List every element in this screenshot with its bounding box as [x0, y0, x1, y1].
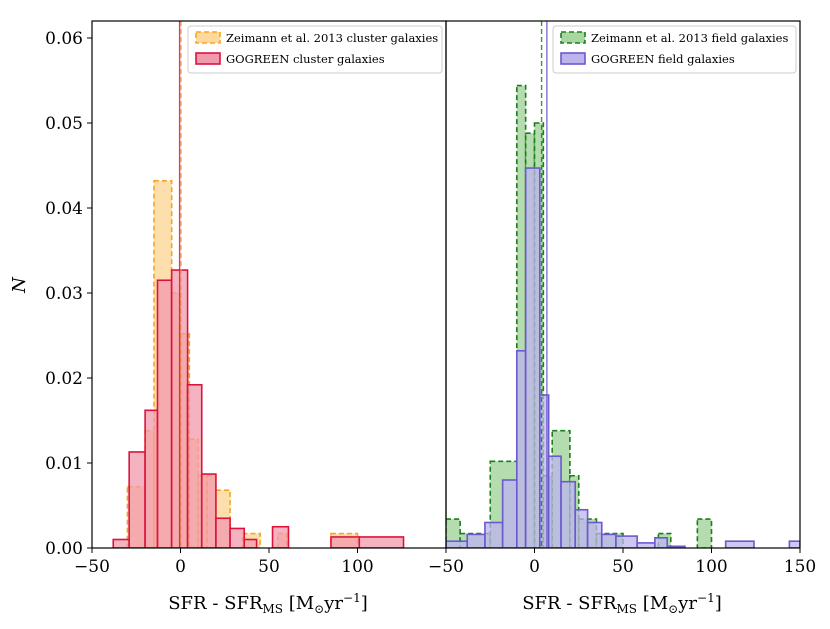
right-legend-label-zeimann: Zeimann et al. 2013 field galaxies	[591, 31, 788, 45]
right-x-axis-label: SFR - SFRMS [M⊙yr−1]	[522, 591, 722, 616]
left-ytick-label-4: 0.04	[45, 199, 83, 219]
left-series-1-bin-2	[144, 409, 159, 548]
right-series-1-bin-11	[600, 533, 617, 548]
left-ytick-label-2: 0.02	[45, 369, 83, 389]
left-series-1-bin-11	[330, 536, 361, 548]
right-series-1-bin-1	[466, 533, 486, 548]
right-series-1-bin-17	[788, 540, 800, 548]
left-ytick-label-5: 0.05	[45, 114, 83, 134]
left-xtick-label-3: 100	[341, 557, 373, 577]
right-series-1-bin-16	[724, 540, 755, 548]
right-series-1-bin-10	[586, 521, 603, 548]
y-axis-label: N	[9, 276, 30, 294]
left-series-1-bin-6	[200, 473, 217, 548]
right-series-1-bin-12	[615, 535, 638, 548]
right-xtick-label-1: 0	[529, 557, 540, 577]
right-series-0-bin-12	[696, 518, 713, 548]
right-xtick-label-3: 100	[695, 557, 727, 577]
left-x-axis-label: SFR - SFRMS [M⊙yr−1]	[168, 591, 368, 616]
left-ytick-label-0: 0.00	[45, 539, 83, 559]
right-panel: −50 0 50 100 150 Zeimann et al. 2013 field g…	[428, 20, 816, 616]
left-legend-label-zeimann: Zeimann et al. 2013 cluster galaxies	[226, 31, 438, 45]
right-series-1-bin-4	[515, 349, 527, 548]
left-legend-patch-zeimann	[195, 31, 221, 44]
right-series-1-bin-14	[654, 536, 669, 548]
left-series-1-bin-12	[358, 536, 405, 548]
right-series-1-bin-9	[574, 508, 589, 548]
right-series-1-bin-7	[547, 455, 562, 548]
right-xtick-label-0: −50	[428, 557, 464, 577]
right-legend-patch-gogreen	[560, 52, 586, 65]
left-series-1-bin-5	[186, 383, 203, 548]
left-ytick-label-3: 0.03	[45, 284, 83, 304]
right-series-1-bin-3	[501, 479, 518, 548]
left-series-1-bin-3	[156, 279, 173, 548]
right-legend-label-gogreen: GOGREEN field galaxies	[591, 52, 735, 66]
left-ytick-label-1: 0.01	[45, 454, 83, 474]
left-series-1-bin-7	[215, 517, 231, 548]
right-legend: Zeimann et al. 2013 field galaxies GOGRE…	[552, 25, 797, 74]
left-panel: −50 0 50 100 0.00 0.01 0.02 0.03 0.04 0.05 0.06 Z…	[9, 20, 447, 616]
left-legend-box	[187, 25, 443, 74]
left-xtick-label-2: 50	[258, 557, 280, 577]
right-series-1-bin-2	[484, 521, 504, 548]
left-xtick-label-0: −50	[74, 557, 110, 577]
left-legend-label-gogreen: GOGREEN cluster galaxies	[226, 52, 385, 66]
right-series-1-bin-5	[524, 167, 541, 548]
right-xtick-label-2: 50	[612, 557, 634, 577]
left-legend-patch-gogreen	[195, 52, 221, 65]
right-legend-box	[552, 25, 797, 74]
left-series-1-bin-1	[128, 451, 146, 548]
left-legend: Zeimann et al. 2013 cluster galaxies GOG…	[187, 25, 443, 74]
right-series-1-bin-8	[560, 480, 577, 548]
right-series-1-bin-0	[446, 540, 469, 548]
left-series-1-bin-8	[229, 527, 246, 548]
right-legend-patch-zeimann	[560, 31, 586, 44]
left-series-1-bin-0	[112, 538, 130, 548]
right-xtick-label-4: 150	[784, 557, 816, 577]
left-ytick-label-6: 0.06	[45, 29, 83, 49]
left-series-1-bin-9	[243, 538, 258, 548]
right-series-1-bin-13	[636, 542, 656, 548]
left-xtick-label-1: 0	[175, 557, 186, 577]
left-series-1-bin-10	[271, 525, 290, 548]
